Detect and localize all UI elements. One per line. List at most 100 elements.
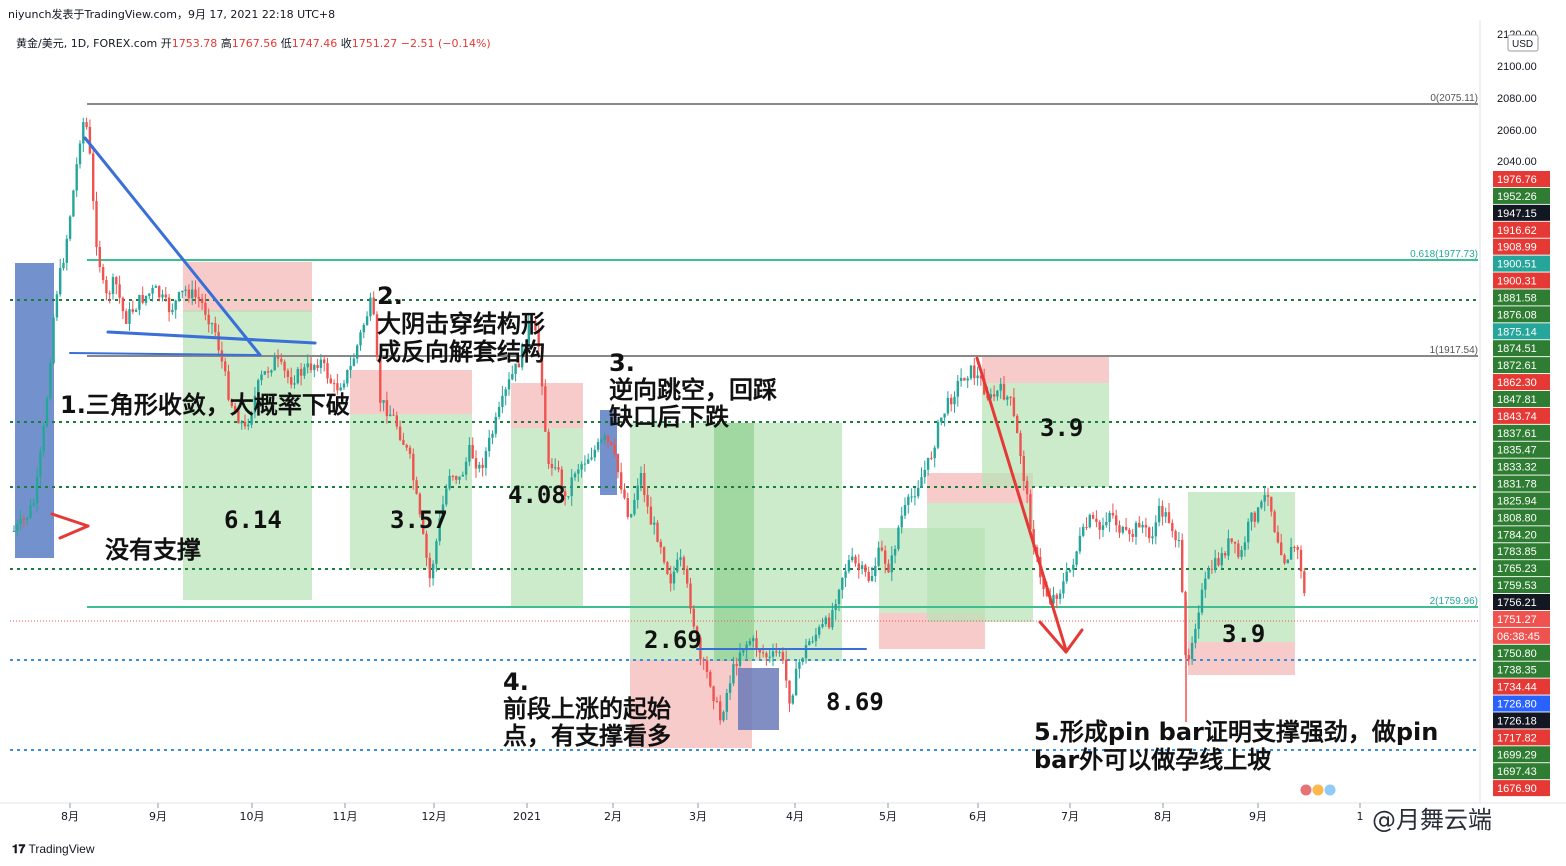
- candle-body: [471, 445, 474, 459]
- price-tag-bg-23: [1493, 560, 1550, 577]
- candle: [342, 379, 346, 390]
- candle-body: [1276, 532, 1280, 543]
- candle: [610, 441, 613, 447]
- candle-body: [966, 378, 969, 381]
- candle-body: [62, 262, 65, 269]
- candle-body: [1181, 539, 1184, 592]
- candle: [821, 617, 824, 629]
- candle-body: [270, 370, 273, 373]
- candle: [659, 538, 662, 554]
- candle: [606, 434, 610, 449]
- candle: [662, 546, 666, 565]
- candle-body: [560, 469, 563, 492]
- candle: [339, 383, 342, 392]
- price-tag-35: 1697.43: [1497, 766, 1537, 778]
- candle: [900, 506, 903, 534]
- candle-body: [210, 323, 214, 325]
- candle-body: [917, 487, 920, 497]
- candle: [593, 445, 596, 462]
- candle-body: [864, 565, 867, 572]
- candle: [920, 467, 923, 489]
- candle-body: [415, 480, 418, 494]
- fib-label-2: 1(1917.54): [1430, 345, 1478, 356]
- candle-body: [705, 660, 709, 672]
- candle-body: [1058, 593, 1062, 599]
- candle: [1164, 507, 1167, 523]
- candle: [870, 566, 874, 582]
- candle: [540, 343, 544, 396]
- candle-body: [920, 477, 923, 488]
- annotation-3-line3: 缺口后下跌: [609, 403, 730, 431]
- time-axis[interactable]: 8月 9月 10月 11月 12月 2021 2月 3月 4月 5月 6月 7月 8月 9月 1: [0, 783, 1566, 823]
- candle: [181, 290, 184, 299]
- candle: [831, 602, 834, 631]
- candle: [1151, 526, 1154, 545]
- tradingview-logo[interactable]: 𝟏𝟕 TradingView: [12, 842, 95, 857]
- candle: [210, 322, 214, 334]
- price-axis[interactable]: 2120.002100.002080.002060.002040.00USD19…: [1479, 20, 1550, 803]
- candle: [280, 353, 283, 365]
- candle-body: [1101, 525, 1105, 530]
- candle-body: [16, 524, 19, 531]
- candle-body: [534, 320, 537, 331]
- candle-body: [95, 201, 98, 248]
- symbol-ohlc-line: 黄金/美元, 1D, FOREX.com 开1753.78 高1767.56 低…: [16, 35, 491, 51]
- annotation-3-line2: 逆向跳空，回踩: [609, 376, 777, 404]
- candle-body: [260, 374, 263, 381]
- symbol-name[interactable]: 黄金/美元, 1D, FOREX.com: [16, 37, 158, 50]
- price-tag-bg-36: [1493, 780, 1550, 797]
- price-tag-29: 1738.35: [1497, 665, 1537, 677]
- candle-body: [111, 277, 115, 294]
- candle-body: [283, 361, 286, 371]
- candle-body: [45, 398, 49, 427]
- candle: [992, 385, 996, 402]
- candle-body: [1200, 589, 1204, 613]
- candle: [709, 669, 712, 688]
- candle: [933, 445, 936, 468]
- candle: [286, 368, 290, 384]
- candle: [811, 636, 814, 644]
- price-tag-30: 1734.44: [1497, 682, 1537, 694]
- candle-body: [1283, 555, 1286, 564]
- candle-body: [1299, 549, 1303, 572]
- candle-body: [349, 365, 352, 371]
- candle: [834, 599, 837, 620]
- candle: [207, 308, 210, 333]
- candle: [554, 458, 557, 471]
- candle: [656, 520, 659, 543]
- candle: [963, 377, 966, 381]
- price-tick-2: 2080.00: [1497, 93, 1537, 105]
- candle-body: [1078, 535, 1082, 552]
- candle: [329, 374, 332, 385]
- candle: [613, 438, 616, 458]
- candle-body: [1088, 514, 1091, 528]
- close-label: 收: [340, 37, 352, 50]
- candle: [887, 559, 890, 573]
- candle-body: [474, 458, 478, 469]
- candle: [82, 117, 85, 152]
- candle-body: [854, 556, 857, 564]
- candle: [243, 414, 247, 430]
- candle: [623, 483, 626, 500]
- annotation-4-line1: 4.: [503, 668, 529, 696]
- candle-body: [851, 556, 854, 561]
- candle: [950, 394, 953, 412]
- price-tag-bg-8: [1493, 306, 1550, 323]
- price-tag-bg-11: [1493, 357, 1550, 374]
- candle: [1138, 516, 1141, 528]
- candle-body: [880, 547, 884, 551]
- candle: [174, 299, 177, 319]
- candle: [125, 308, 128, 325]
- candle: [1091, 511, 1095, 520]
- candle: [154, 284, 158, 288]
- candle-body: [1154, 522, 1157, 537]
- candle: [161, 289, 164, 302]
- candle: [649, 496, 653, 525]
- candle-body: [428, 557, 431, 579]
- time-label-13: 9月: [1249, 810, 1267, 823]
- candle: [752, 635, 755, 648]
- candle-body: [1167, 512, 1171, 523]
- candle-body: [765, 653, 768, 658]
- candle-body: [728, 683, 732, 693]
